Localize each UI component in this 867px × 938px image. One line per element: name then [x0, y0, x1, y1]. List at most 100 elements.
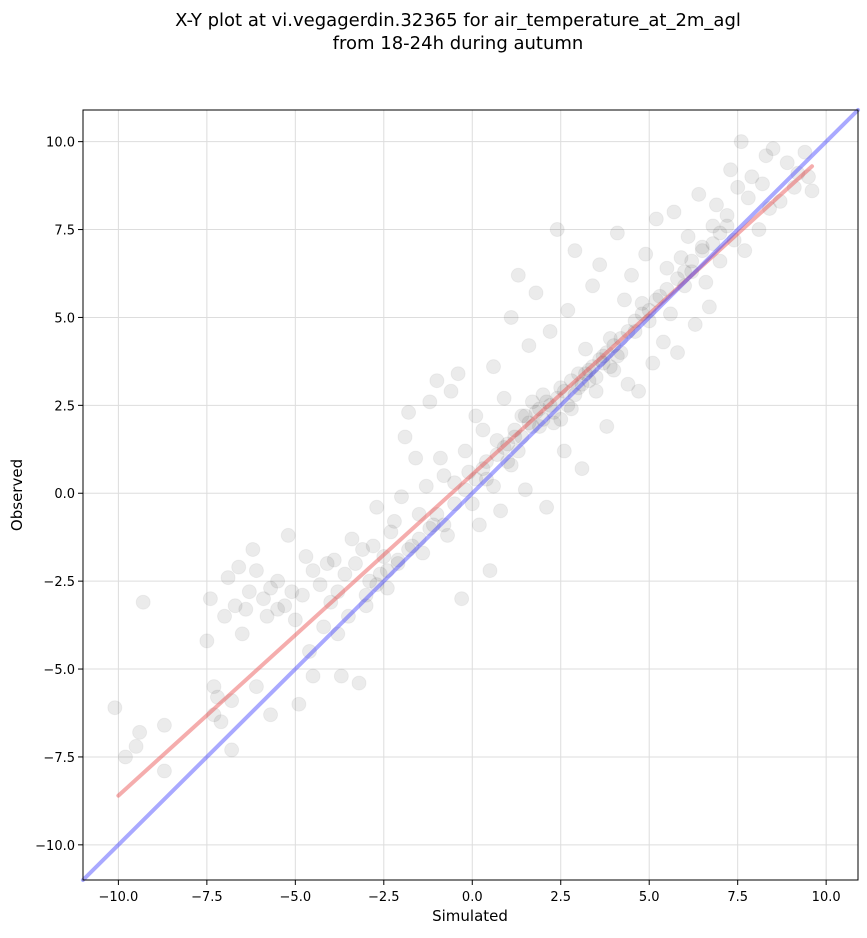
scatter-point	[606, 362, 622, 378]
scatter-point	[301, 643, 317, 659]
scatter-point	[454, 591, 470, 607]
scatter-point	[655, 334, 671, 350]
scatter-point	[486, 359, 502, 375]
scatter-point	[156, 763, 172, 779]
scatter-point	[227, 598, 243, 614]
scatter-point	[217, 608, 233, 624]
y-tick-label: −10.0	[35, 839, 75, 854]
scatter-point	[553, 411, 569, 427]
scatter-point	[514, 408, 530, 424]
scatter-point	[248, 679, 264, 695]
scatter-point	[723, 162, 739, 178]
x-axis-ticks: −10.0 −7.5 −5.0 −2.5 0.0 2.5 5.0 7.5 10.0	[98, 880, 841, 905]
scatter-point	[659, 281, 675, 297]
scatter-point	[245, 541, 261, 557]
x-tick-label: −5.0	[280, 890, 312, 905]
scatter-point	[517, 482, 533, 498]
scatter-point	[333, 668, 349, 684]
scatter-point	[411, 506, 427, 522]
scatter-point	[592, 352, 608, 368]
scatter-point	[744, 169, 760, 185]
scatter-point	[347, 556, 363, 572]
trend-lines	[81, 108, 860, 882]
scatter-point	[524, 418, 540, 434]
scatter-point	[503, 309, 519, 325]
scatter-point	[259, 608, 275, 624]
scatter-point	[482, 563, 498, 579]
scatter-point	[443, 383, 459, 399]
scatter-point	[284, 584, 300, 600]
scatter-point	[401, 404, 417, 420]
scatter-point	[358, 587, 374, 603]
scatter-point	[464, 496, 480, 512]
plot-frame	[82, 109, 859, 881]
scatter-point	[291, 696, 307, 712]
scatter-point	[471, 517, 487, 533]
scatter-point	[135, 594, 151, 610]
scatter-point	[599, 418, 615, 434]
scatter-point	[616, 292, 632, 308]
scatter-point	[379, 563, 395, 579]
scatter-point	[429, 506, 445, 522]
scatter-point	[578, 366, 594, 382]
scatter-point	[588, 369, 604, 385]
scatter-point	[393, 489, 409, 505]
chart-title: X-Y plot at vi.vegagerdin.32365 for air_…	[175, 10, 741, 31]
scatter-point	[461, 464, 477, 480]
scatter-point	[372, 566, 388, 582]
scatter-point	[694, 243, 710, 259]
scatter-point	[503, 457, 519, 473]
scatter-point	[500, 454, 516, 470]
trend-line	[81, 108, 860, 882]
scatter-point	[567, 387, 583, 403]
scatter-point	[386, 513, 402, 529]
scatter-point	[528, 285, 544, 301]
scatter-point	[305, 668, 321, 684]
scatter-point	[620, 376, 636, 392]
scatter-point	[224, 742, 240, 758]
scatter-point	[638, 246, 654, 262]
scatter-point	[408, 450, 424, 466]
scatter-point	[532, 401, 548, 417]
x-tick-label: 0.0	[462, 890, 483, 905]
scatter-point	[666, 204, 682, 220]
scatter-point	[362, 573, 378, 589]
scatter-point	[517, 408, 533, 424]
scatter-point	[401, 541, 417, 557]
scatter-point	[719, 207, 735, 223]
trend-line	[116, 164, 814, 798]
scatter-point	[684, 253, 700, 269]
scatter-point	[797, 144, 813, 160]
scatter-point	[620, 324, 636, 340]
scatter-point	[560, 302, 576, 318]
scatter-point	[595, 348, 611, 364]
scatter-point	[772, 193, 788, 209]
y-tick-label: −7.5	[43, 751, 75, 766]
scatter-point	[432, 450, 448, 466]
scatter-point	[422, 394, 438, 410]
scatter-point	[496, 390, 512, 406]
scatter-point	[705, 218, 721, 234]
scatter-point	[231, 559, 247, 575]
scatter-point	[507, 429, 523, 445]
scatter-point	[602, 331, 618, 347]
scatter-point	[447, 496, 463, 512]
scatter-point	[705, 236, 721, 252]
scatter-point	[602, 359, 618, 375]
scatter-point	[609, 348, 625, 364]
scatter-point	[539, 499, 555, 515]
scatter-point	[560, 397, 576, 413]
scatter-point	[592, 257, 608, 273]
scatter-point	[645, 355, 661, 371]
scatter-point	[581, 362, 597, 378]
scatter-point	[754, 176, 770, 192]
scatter-point	[238, 601, 254, 617]
scatter-point	[677, 278, 693, 294]
scatter-point	[263, 580, 279, 596]
scatter-point	[581, 373, 597, 389]
scatter-point	[786, 179, 802, 195]
scatter-point	[468, 408, 484, 424]
scatter-point	[634, 295, 650, 311]
scatter-point	[376, 549, 392, 565]
scatter-point	[563, 401, 579, 417]
